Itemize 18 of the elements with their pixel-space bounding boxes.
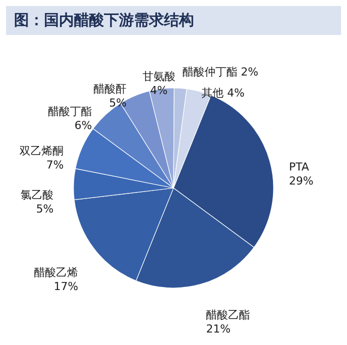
data-label: 17% xyxy=(54,280,78,293)
slice-label: 醋酸丁酯 xyxy=(48,104,92,118)
data-label: 21% xyxy=(206,322,231,336)
chart-title: 图：国内醋酸下游需求结构 xyxy=(6,6,341,35)
slice-label: 氯乙酸 xyxy=(20,188,54,202)
data-label: 5% xyxy=(36,202,54,216)
slice-label: PTA xyxy=(288,160,310,174)
data-label: 4% xyxy=(150,84,168,97)
slice-label: 其他 4% xyxy=(202,86,245,100)
slice-label: 醋酸乙酯 xyxy=(206,308,250,322)
slice-label: 醋酸酐 xyxy=(94,82,127,96)
data-label: 6% xyxy=(74,118,92,132)
slice-label: 甘氨酸 xyxy=(142,70,176,83)
slice-label: 双乙烯酮 xyxy=(20,144,64,158)
slice-label: 醋酸仲丁酯 2% xyxy=(182,65,258,78)
data-label: 29% xyxy=(288,174,314,188)
data-label: 7% xyxy=(46,158,64,172)
slice-label: 醋酸乙烯 xyxy=(34,266,78,279)
